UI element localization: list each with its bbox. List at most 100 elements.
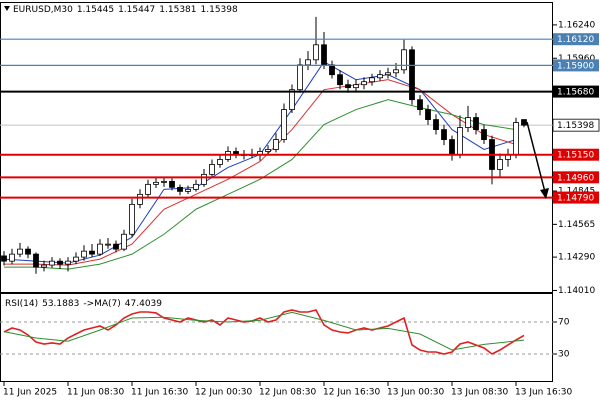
candle-body — [129, 203, 135, 235]
candle-body — [361, 81, 367, 86]
candle-body — [289, 89, 295, 110]
candle-body — [521, 119, 527, 126]
candle-body — [65, 260, 71, 265]
candle-body — [49, 260, 55, 266]
level-label-box — [553, 171, 599, 184]
candle-body — [337, 74, 343, 86]
candle-body — [97, 243, 103, 255]
rsi-header: RSI(14) 53.1883 ->MA(7) 47.4039 — [5, 299, 162, 309]
level-label: 1.14790 — [557, 194, 594, 204]
candle-body — [305, 59, 311, 66]
x-tick-label: 13 Jun 00:30 — [387, 388, 444, 398]
candle-body — [25, 248, 31, 255]
current-price-box — [552, 118, 600, 132]
candle-body — [481, 129, 487, 140]
candle-body — [105, 243, 111, 246]
candle-body — [329, 64, 335, 76]
candle-body — [41, 264, 47, 268]
level-label-box — [553, 85, 599, 98]
level-label: 1.15900 — [557, 61, 594, 71]
candle-body — [121, 233, 127, 250]
candle-body — [113, 243, 119, 250]
indicator-line — [3, 311, 525, 351]
candle-body — [193, 183, 199, 190]
candle-body — [57, 260, 63, 265]
level-label-box — [553, 33, 599, 46]
x-tick-label: 11 Jun 16:30 — [131, 388, 188, 398]
candle-body — [33, 253, 39, 268]
level-label: 1.14960 — [557, 173, 594, 183]
candle-body — [1, 255, 7, 262]
bar-open: 1.15445 — [77, 5, 114, 15]
rsi-panel: 30 70 — [0, 309, 570, 360]
level-label-box — [553, 148, 599, 161]
bar-low: 1.15381 — [159, 5, 196, 15]
candle-body — [81, 250, 87, 258]
candle-body — [433, 119, 439, 130]
candle-body — [73, 256, 79, 262]
candle-body — [217, 159, 223, 165]
y-tick-label: 1.14565 — [558, 220, 595, 230]
candle-body — [169, 180, 175, 188]
candle-body — [377, 74, 383, 79]
y-tick-label: 30 — [558, 350, 570, 360]
candle-body — [473, 117, 479, 130]
rsi-ma-value: 47.4039 — [125, 299, 162, 309]
candle-body — [457, 127, 463, 155]
moving-average — [4, 79, 517, 266]
candle-body — [513, 122, 519, 155]
level-label: 1.15680 — [557, 88, 594, 98]
x-tick-label: 13 Jun 08:30 — [451, 388, 508, 398]
candle-body — [409, 49, 415, 101]
candle-body — [313, 44, 319, 61]
forecast-arrowhead — [540, 188, 549, 199]
rsi-ma-name: ->MA(7) — [83, 299, 120, 309]
symbol-icon — [4, 6, 10, 11]
candle-body — [145, 183, 151, 195]
symbol: EURUSD,M30 — [13, 5, 73, 15]
y-tick-label: 1.15960 — [558, 54, 595, 64]
candle-body — [209, 164, 215, 175]
x-tick-label: 12 Jun 08:30 — [259, 388, 316, 398]
candle-body — [297, 64, 303, 91]
candle-body — [401, 49, 407, 71]
candle-body — [89, 250, 95, 255]
candle-body — [185, 188, 191, 192]
forecast-arrow — [526, 121, 546, 193]
level-label: 1.16120 — [557, 35, 594, 45]
bar-close: 1.15398 — [201, 5, 238, 15]
y-tick-label: 1.16240 — [558, 20, 595, 30]
candle-body — [17, 248, 23, 255]
rsi-panel-frame — [0, 293, 553, 382]
x-tick-label: 11 Jun 2025 — [3, 388, 57, 398]
candle-body — [353, 84, 359, 89]
symbol-header: EURUSD,M30 1.15445 1.15447 1.15381 1.15398 — [13, 5, 238, 15]
candle-body — [321, 44, 327, 66]
candle-body — [425, 109, 431, 120]
y-tick-label: 1.14845 — [558, 187, 595, 197]
candle-body — [177, 186, 183, 192]
level-label-box — [553, 191, 599, 204]
level-label-box — [553, 59, 599, 72]
y-tick-label: 1.14010 — [558, 286, 595, 296]
price-panel-frame — [0, 2, 553, 293]
candle-body — [153, 181, 159, 185]
candle-body — [161, 180, 167, 183]
candle-body — [201, 173, 207, 185]
indicator-line — [3, 309, 525, 355]
candle-body — [9, 253, 15, 262]
level-label: 1.15150 — [557, 151, 594, 161]
x-tick-label: 12 Jun 16:30 — [323, 388, 380, 398]
candle-body — [449, 139, 455, 155]
x-tick-label: 13 Jun 16:30 — [515, 388, 572, 398]
candle-body — [417, 99, 423, 110]
candle-body — [497, 159, 503, 170]
candle-body — [273, 139, 279, 150]
bar-high: 1.15447 — [118, 5, 155, 15]
x-tick-label: 12 Jun 00:30 — [195, 388, 252, 398]
candle-body — [137, 193, 143, 205]
rsi-name: RSI(14) — [5, 299, 38, 309]
candle-body — [385, 72, 391, 76]
candle-body — [265, 149, 271, 152]
